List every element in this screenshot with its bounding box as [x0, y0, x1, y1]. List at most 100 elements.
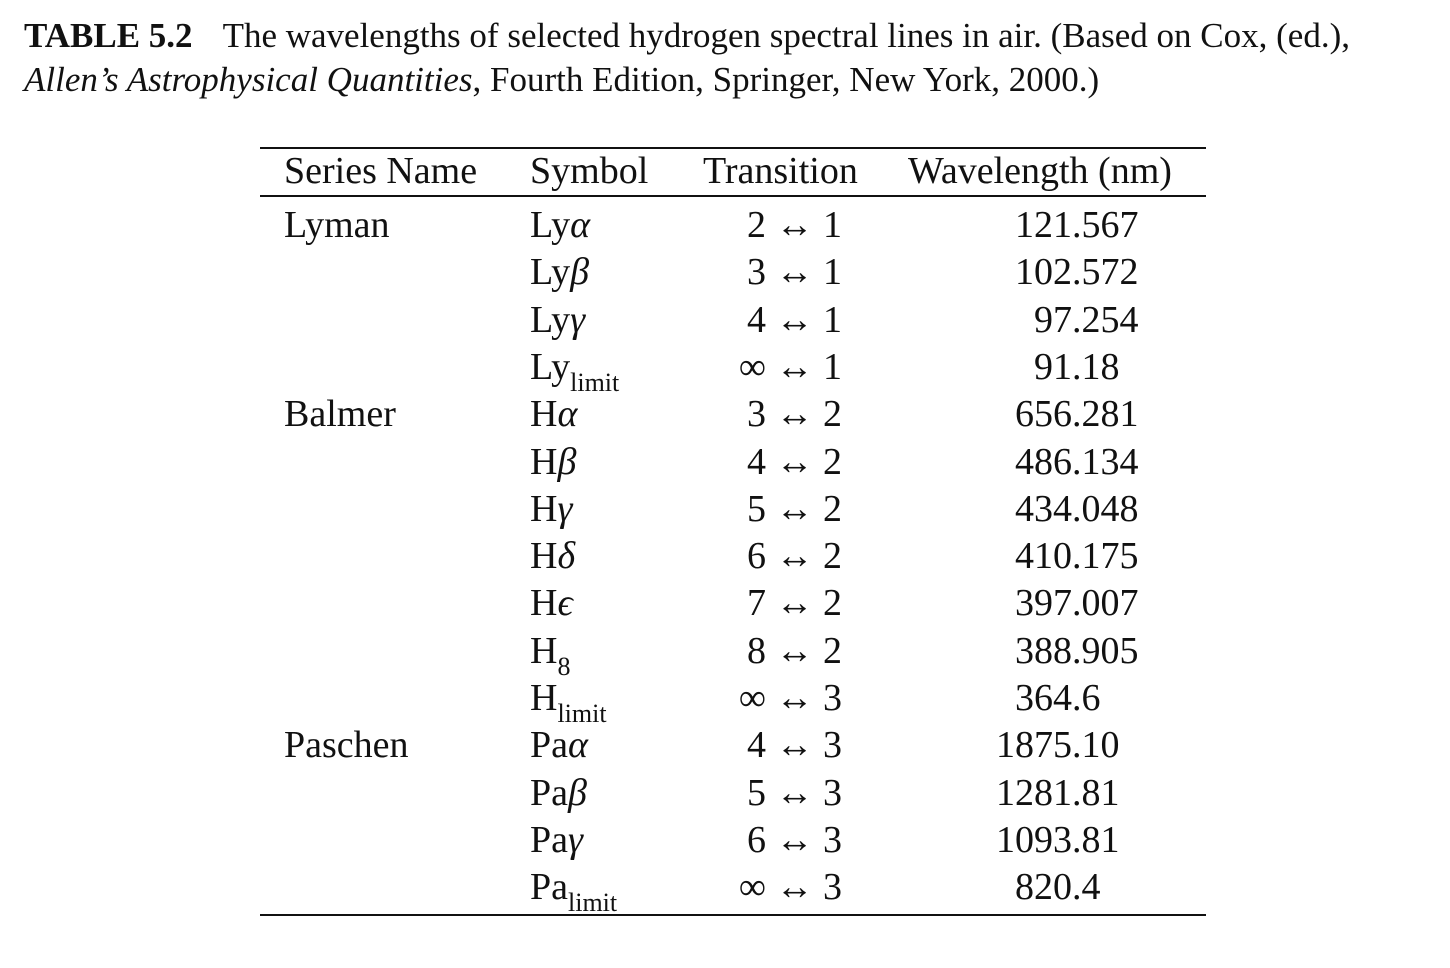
- wavelength-cell: 397.007: [980, 580, 1139, 627]
- caption-text-after: , Fourth Edition, Springer, New York, 20…: [472, 60, 1100, 99]
- wavelength-fraction-part: .4: [1072, 866, 1101, 909]
- symbol-cell: Hδ: [530, 533, 575, 583]
- table-row: Lyman Lyα 2 ↔ 1 121.567: [0, 202, 1450, 249]
- transition-cell: 2 ↔ 1: [747, 204, 842, 246]
- symbol-base: Pa: [530, 724, 568, 767]
- wavelength-fraction-part: .567: [1072, 204, 1139, 246]
- table-row: Hδ 6 ↔ 2 410.175: [0, 533, 1450, 580]
- symbol-greek-letter: δ: [557, 535, 576, 578]
- symbol-cell: Lyβ: [530, 249, 589, 299]
- header-symbol: Symbol: [530, 150, 649, 192]
- symbol-cell: Paα: [530, 722, 588, 772]
- wavelength-integer-part: 410: [1015, 535, 1072, 578]
- wavelength-cell: 91.18: [980, 344, 1135, 391]
- wavelength-integer-part: 820: [1015, 866, 1072, 909]
- series-name-cell: Paschen: [284, 724, 409, 767]
- table-header-rule: [260, 195, 1206, 197]
- table-row: Paγ 6 ↔ 3 1093.81: [0, 817, 1450, 864]
- wavelength-cell: 410.175: [980, 533, 1139, 580]
- table-caption: TABLE 5.2 The wavelengths of selected hyd…: [24, 14, 1424, 102]
- transition-cell: 7 ↔ 2: [747, 582, 842, 625]
- wavelength-fraction-part: .175: [1072, 535, 1139, 578]
- symbol-base: H: [530, 629, 558, 672]
- symbol-cell: Hlimit: [530, 675, 607, 728]
- symbol-subscript: limit: [570, 367, 620, 397]
- transition-cell: 8 ↔ 2: [747, 629, 842, 672]
- wavelength-fraction-part: .18: [1072, 345, 1120, 388]
- transition-cell: ∞ ↔ 1: [738, 345, 842, 388]
- wavelength-fraction-part: .905: [1072, 629, 1139, 672]
- wavelength-cell: 486.134: [980, 439, 1139, 486]
- wavelength-cell: 1093.81: [980, 817, 1135, 864]
- wavelength-fraction-part: .254: [1072, 298, 1139, 341]
- table-header-row: Series Name Symbol Transition Wavelength…: [0, 148, 1450, 195]
- table-row: Hβ 4 ↔ 2 486.134: [0, 439, 1450, 486]
- symbol-cell: Lylimit: [530, 344, 620, 397]
- symbol-greek-letter: α: [557, 393, 578, 436]
- wavelength-fraction-part: .81: [1072, 771, 1120, 814]
- wavelength-integer-part: 102: [1015, 251, 1072, 294]
- wavelength-cell: 434.048: [980, 486, 1139, 533]
- table-row: Lyγ 4 ↔ 1 97.254: [0, 297, 1450, 344]
- table-row: Lylimit ∞ ↔ 1 91.18: [0, 344, 1450, 397]
- table-row: Lyβ 3 ↔ 1 102.572: [0, 249, 1450, 296]
- symbol-base: Ly: [530, 251, 571, 294]
- table-top-rule: [260, 147, 1206, 149]
- symbol-base: H: [530, 582, 558, 625]
- symbol-base: Pa: [530, 866, 568, 909]
- wavelength-integer-part: 397: [1015, 582, 1072, 625]
- wavelength-cell: 1281.81: [980, 770, 1135, 817]
- wavelength-fraction-part: .10: [1072, 724, 1120, 767]
- wavelength-integer-part: 1875: [996, 724, 1072, 767]
- symbol-base: Pa: [530, 818, 568, 861]
- wavelength-fraction-part: .007: [1072, 582, 1139, 625]
- transition-cell: 3 ↔ 1: [747, 251, 842, 294]
- wavelength-integer-part: 1093: [996, 818, 1072, 861]
- symbol-greek-letter: β: [568, 771, 587, 814]
- wavelength-integer-part: 486: [1015, 440, 1072, 483]
- symbol-subscript: 8: [557, 651, 571, 681]
- wavelength-cell: 102.572: [980, 249, 1139, 296]
- transition-cell: 4 ↔ 1: [747, 298, 842, 341]
- wavelength-cell: 656.281: [980, 391, 1139, 438]
- transition-cell: 3 ↔ 2: [747, 393, 842, 436]
- series-name-cell: Lyman: [284, 204, 390, 246]
- symbol-greek-letter: β: [570, 251, 590, 294]
- symbol-greek-letter: α: [570, 204, 591, 246]
- wavelength-fraction-part: .281: [1072, 393, 1139, 436]
- transition-cell: ∞ ↔ 3: [738, 677, 842, 719]
- table-row: Palimit ∞ ↔ 3 820.4: [0, 864, 1450, 917]
- header-transition: Transition: [703, 150, 858, 192]
- symbol-cell: Paβ: [530, 770, 587, 820]
- transition-cell: 4 ↔ 3: [747, 724, 842, 767]
- table-row: Hϵ 7 ↔ 2 397.007: [0, 580, 1450, 627]
- symbol-cell: Hα: [530, 391, 577, 441]
- caption-book-title: Allen’s Astrophysical Quantities: [24, 60, 473, 99]
- wavelength-fraction-part: .048: [1072, 487, 1139, 530]
- symbol-subscript: limit: [557, 699, 607, 728]
- wavelength-cell: 121.567: [980, 202, 1139, 249]
- symbol-greek-letter: γ: [568, 818, 583, 861]
- symbol-base: Ly: [530, 298, 571, 341]
- wavelength-cell: 364.6: [980, 675, 1135, 722]
- symbol-cell: Palimit: [530, 864, 617, 917]
- table-row: Hlimit ∞ ↔ 3 364.6: [0, 675, 1450, 728]
- symbol-cell: Hβ: [530, 439, 576, 489]
- symbol-cell: Hγ: [530, 486, 572, 536]
- symbol-cell: Lyα: [530, 202, 590, 252]
- caption-text: The wavelengths of selected hydrogen spe…: [222, 16, 1350, 55]
- header-wavelength: Wavelength (nm): [908, 150, 1172, 192]
- wavelength-integer-part: 434: [1015, 487, 1072, 530]
- symbol-base: H: [530, 487, 558, 530]
- wavelength-integer-part: 364: [1015, 677, 1072, 719]
- symbol-cell: Hϵ: [530, 580, 573, 630]
- symbol-base: Ly: [530, 204, 571, 246]
- wavelength-fraction-part: .134: [1072, 440, 1139, 483]
- series-name-cell: Balmer: [284, 393, 396, 436]
- symbol-cell: Paγ: [530, 817, 583, 867]
- table-label: TABLE 5.2: [24, 16, 193, 55]
- wavelength-cell: 1875.10: [980, 722, 1135, 769]
- wavelength-cell: 820.4: [980, 864, 1135, 911]
- symbol-base: H: [530, 393, 558, 436]
- symbol-base: Ly: [530, 345, 571, 388]
